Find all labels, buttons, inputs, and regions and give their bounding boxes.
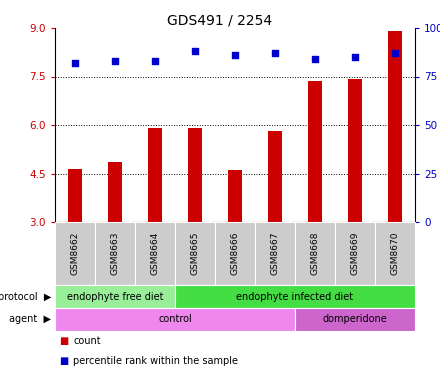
Text: GSM8668: GSM8668 xyxy=(311,232,319,275)
Text: GSM8666: GSM8666 xyxy=(231,232,239,275)
Text: protocol  ▶: protocol ▶ xyxy=(0,291,51,302)
Point xyxy=(231,52,238,58)
Point xyxy=(352,54,359,60)
Text: GSM8670: GSM8670 xyxy=(391,232,400,275)
Text: percentile rank within the sample: percentile rank within the sample xyxy=(73,356,238,366)
Bar xyxy=(308,81,322,222)
Point xyxy=(71,60,78,66)
Text: GSM8662: GSM8662 xyxy=(70,232,80,275)
Text: endophyte free diet: endophyte free diet xyxy=(67,291,163,302)
Bar xyxy=(108,162,122,222)
Text: count: count xyxy=(73,336,101,346)
Text: ■: ■ xyxy=(59,336,69,346)
Text: GSM8663: GSM8663 xyxy=(110,232,120,275)
Text: domperidone: domperidone xyxy=(323,314,387,325)
Text: GSM8665: GSM8665 xyxy=(191,232,199,275)
Text: endophyte infected diet: endophyte infected diet xyxy=(236,291,354,302)
Bar xyxy=(148,128,162,222)
Point xyxy=(271,50,279,56)
Point xyxy=(312,56,319,62)
Bar xyxy=(228,169,242,222)
Bar xyxy=(348,79,362,222)
Text: GSM8669: GSM8669 xyxy=(351,232,359,275)
Text: control: control xyxy=(158,314,192,325)
Point xyxy=(392,50,399,56)
Bar xyxy=(68,169,82,222)
Text: agent  ▶: agent ▶ xyxy=(9,314,51,325)
Point xyxy=(191,48,198,54)
Bar xyxy=(188,128,202,222)
Bar xyxy=(268,131,282,222)
Text: GDS491 / 2254: GDS491 / 2254 xyxy=(168,14,272,28)
Bar xyxy=(388,31,402,222)
Text: GSM8667: GSM8667 xyxy=(271,232,279,275)
Text: GSM8664: GSM8664 xyxy=(150,232,160,275)
Point xyxy=(151,58,158,64)
Point xyxy=(111,58,118,64)
Text: ■: ■ xyxy=(59,356,69,366)
